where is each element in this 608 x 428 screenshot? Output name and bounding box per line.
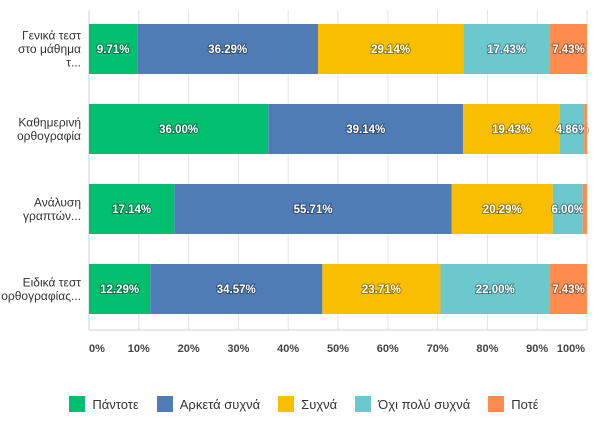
x-tick-label: 40% [277, 343, 299, 355]
x-tick-label: 50% [327, 343, 349, 355]
data-label: 6.00% [551, 204, 584, 216]
legend-label: Αρκετά συχνά [180, 397, 260, 412]
category-label-line: τ... [66, 56, 81, 70]
legend-item: Πάντοτε [69, 396, 138, 412]
legend-swatch [278, 396, 294, 412]
data-label: 17.14% [112, 204, 151, 216]
x-tick-label: 80% [476, 343, 498, 355]
legend-item: Ποτέ [488, 396, 538, 412]
x-tick-label: 60% [377, 343, 399, 355]
stacked-bar-chart: 0% 10% 20% 30% 40% 50% 60% 70% 80% 90% 100% Γενικά … [0, 0, 608, 390]
category-label-line: ορθογραφίας... [1, 289, 81, 303]
category-label-line: στο μάθημα [18, 42, 81, 56]
x-tick-label: 90% [526, 343, 548, 355]
category-label-line: Ανάλυση [34, 195, 81, 209]
x-tick-label: 100% [557, 343, 585, 355]
data-label: 55.71% [294, 204, 333, 216]
data-label: 19.43% [492, 124, 531, 136]
legend-label: Συχνά [301, 397, 337, 412]
data-label: 22.00% [476, 284, 515, 296]
x-tick-label: 70% [427, 343, 449, 355]
data-label: 9.71% [97, 44, 130, 56]
data-label: 4.86% [556, 124, 589, 136]
legend-swatch [69, 396, 85, 412]
category-label-line: γραπτών... [23, 209, 81, 223]
legend-label: Πάντοτε [92, 397, 138, 412]
data-label: 20.29% [483, 204, 522, 216]
category-label-line: Γενικά τεστ [22, 29, 81, 43]
legend-label: Ποτέ [511, 397, 538, 412]
x-tick-label: 0% [89, 343, 105, 355]
x-tick-label: 20% [178, 343, 200, 355]
data-label: 34.57% [217, 284, 256, 296]
category-label-line: Ειδικά τεστ [23, 275, 82, 289]
legend-item: Αρκετά συχνά [157, 396, 260, 412]
data-label: 12.29% [100, 284, 139, 296]
data-label: 17.43% [487, 44, 526, 56]
legend-swatch [157, 396, 173, 412]
legend: Πάντοτε Αρκετά συχνά Συχνά Όχι πολύ συχνά Πο… [0, 396, 608, 412]
data-label: 7.43% [552, 284, 585, 296]
x-tick-label: 30% [227, 343, 249, 355]
data-label: 36.29% [208, 44, 247, 56]
legend-swatch [355, 396, 371, 412]
category-label: Καθημερινή ορθογραφία [17, 115, 81, 143]
category-label-line: Καθημερινή [18, 115, 81, 129]
category-label: Ανάλυση γραπτών... [23, 195, 81, 223]
legend-swatch [488, 396, 504, 412]
legend-item: Όχι πολύ συχνά [355, 396, 470, 412]
x-tick-label: 10% [128, 343, 150, 355]
bar-segment [584, 104, 587, 154]
category-label: Γενικά τεστ στο μάθημα τ... [18, 29, 81, 70]
category-label-line: ορθογραφία [17, 129, 81, 143]
legend-item: Συχνά [278, 396, 337, 412]
data-label: 36.00% [159, 124, 198, 136]
data-label: 23.71% [362, 284, 401, 296]
data-label: 7.43% [552, 44, 585, 56]
legend-label: Όχι πολύ συχνά [378, 397, 470, 412]
data-label: 39.14% [346, 124, 385, 136]
bar-segment [583, 184, 587, 234]
category-label: Ειδικά τεστ ορθογραφίας... [1, 275, 81, 303]
data-label: 29.14% [371, 44, 410, 56]
